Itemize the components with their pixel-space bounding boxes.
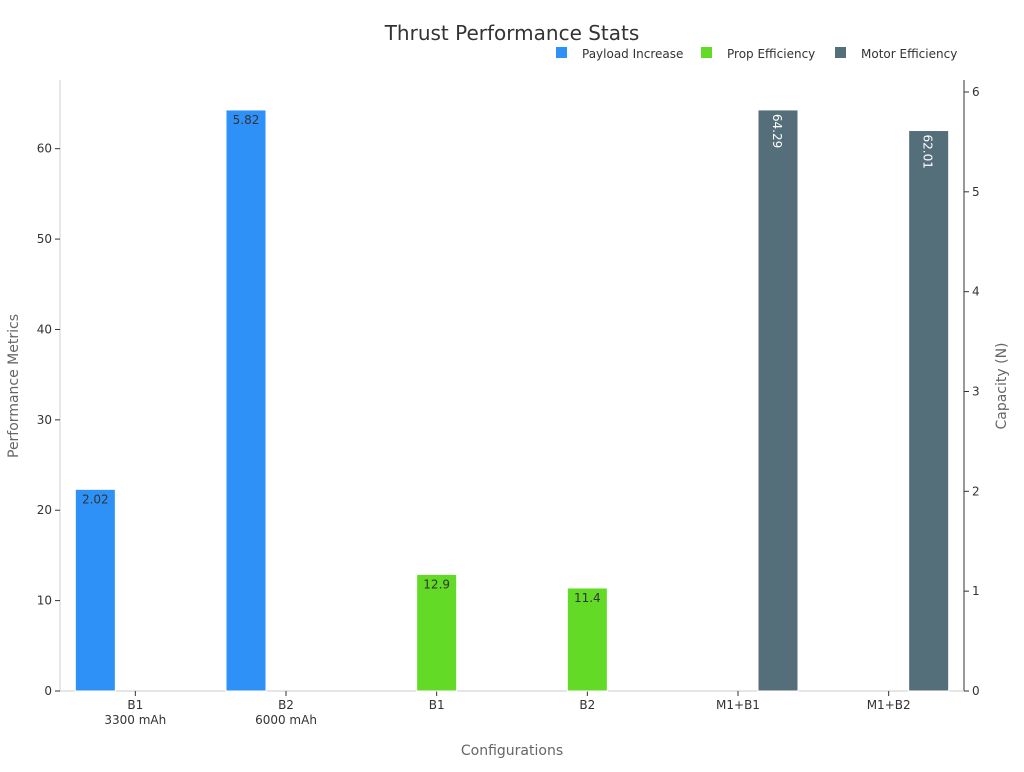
chart-title: Thrust Performance Stats: [384, 21, 640, 45]
bar[interactable]: [566, 587, 608, 692]
data-label: 2.02: [82, 492, 109, 506]
legend-item[interactable]: Prop Efficiency: [701, 47, 815, 61]
legend-swatch: [556, 47, 567, 58]
legend-swatch: [835, 47, 846, 58]
bar[interactable]: [908, 130, 950, 692]
y-tick-label: 50: [37, 232, 52, 246]
x-tick-label: 6000 mAh: [255, 713, 317, 727]
y2-axis-label: Capacity (N): [994, 342, 1010, 429]
y-tick-label: 10: [37, 594, 52, 608]
x-tick-label: B2: [278, 698, 294, 712]
data-label: 12.9: [423, 577, 450, 591]
x-tick-label: B2: [579, 698, 595, 712]
y2-tick-label: 2: [972, 484, 980, 498]
y-tick-label: 20: [37, 503, 52, 517]
y-tick-label: 0: [44, 684, 52, 698]
y2-tick-label: 4: [972, 285, 980, 299]
x-tick-label: M1+B2: [867, 698, 911, 712]
legend-item[interactable]: Payload Increase: [556, 47, 683, 61]
legend-label: Payload Increase: [582, 47, 683, 61]
bar[interactable]: [74, 488, 116, 692]
x-tick-label: M1+B1: [716, 698, 760, 712]
bar[interactable]: [225, 109, 267, 692]
legend-label: Motor Efficiency: [861, 47, 957, 61]
data-label: 5.82: [233, 113, 260, 127]
y2-tick-label: 1: [972, 584, 980, 598]
x-tick-label: B1: [429, 698, 445, 712]
bar[interactable]: [757, 109, 799, 692]
x-axis-label: Configurations: [461, 743, 563, 759]
y2-tick-label: 6: [972, 85, 980, 99]
legend-item[interactable]: Motor Efficiency: [835, 47, 957, 61]
y2-tick-label: 5: [972, 185, 980, 199]
x-tick-label: B1: [127, 698, 143, 712]
y-tick-label: 40: [37, 322, 52, 336]
data-label: 64.29: [770, 114, 784, 148]
data-label: 11.4: [574, 591, 601, 605]
y-axis-label: Performance Metrics: [6, 314, 22, 458]
bar[interactable]: [416, 573, 458, 692]
y-tick-label: 30: [37, 413, 52, 427]
legend-swatch: [701, 47, 712, 58]
data-label: 62.01: [921, 135, 935, 169]
y2-tick-label: 3: [972, 384, 980, 398]
x-tick-label: 3300 mAh: [104, 713, 166, 727]
y2-tick-label: 0: [972, 684, 980, 698]
y-tick-label: 60: [37, 142, 52, 156]
legend-label: Prop Efficiency: [727, 47, 815, 61]
